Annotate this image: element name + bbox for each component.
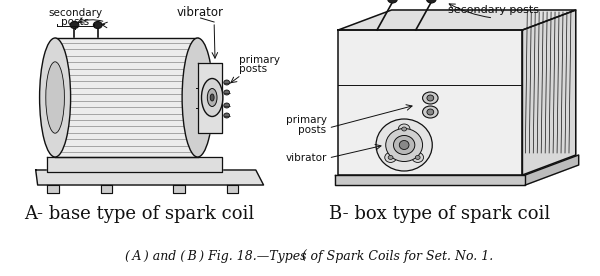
Polygon shape	[338, 30, 523, 175]
Text: vibrator: vibrator	[177, 6, 224, 19]
Ellipse shape	[40, 38, 71, 157]
Text: A- base type of spark coil: A- base type of spark coil	[25, 205, 254, 223]
Ellipse shape	[427, 109, 434, 115]
Polygon shape	[173, 185, 185, 193]
Ellipse shape	[412, 152, 424, 163]
Polygon shape	[338, 10, 576, 30]
Ellipse shape	[427, 95, 434, 101]
Ellipse shape	[224, 80, 230, 85]
Ellipse shape	[394, 136, 415, 155]
Ellipse shape	[399, 140, 409, 150]
Text: B- box type of spark coil: B- box type of spark coil	[329, 205, 551, 223]
Polygon shape	[55, 38, 197, 157]
Polygon shape	[227, 185, 238, 193]
Polygon shape	[197, 62, 222, 132]
Ellipse shape	[94, 22, 102, 28]
Ellipse shape	[388, 0, 397, 3]
Ellipse shape	[224, 103, 230, 108]
Polygon shape	[526, 155, 578, 185]
Ellipse shape	[224, 113, 230, 118]
Ellipse shape	[422, 106, 438, 118]
Ellipse shape	[182, 38, 213, 157]
Text: posts: posts	[239, 64, 268, 74]
Ellipse shape	[202, 78, 223, 116]
Ellipse shape	[224, 90, 230, 95]
Text: posts: posts	[61, 17, 89, 27]
Text: (: (	[302, 250, 309, 263]
Ellipse shape	[388, 155, 393, 160]
Ellipse shape	[422, 92, 438, 104]
Ellipse shape	[386, 129, 422, 161]
Ellipse shape	[398, 124, 410, 134]
Polygon shape	[36, 170, 263, 185]
Ellipse shape	[208, 89, 217, 107]
Ellipse shape	[385, 152, 397, 163]
Text: primary: primary	[286, 115, 326, 125]
Text: posts: posts	[298, 125, 326, 135]
Ellipse shape	[415, 155, 420, 160]
Polygon shape	[47, 185, 59, 193]
Polygon shape	[101, 185, 112, 193]
Ellipse shape	[70, 22, 79, 28]
Text: secondary posts: secondary posts	[448, 5, 539, 15]
Text: ( A ) and ( B ) Fig. 18.—Types of Spark Coils for Set. No. 1.: ( A ) and ( B ) Fig. 18.—Types of Spark …	[125, 250, 493, 263]
Ellipse shape	[46, 62, 64, 133]
Ellipse shape	[427, 0, 436, 3]
Ellipse shape	[210, 94, 214, 101]
Ellipse shape	[402, 127, 407, 131]
Polygon shape	[523, 10, 576, 175]
Text: secondary: secondary	[49, 8, 103, 18]
Polygon shape	[335, 175, 526, 185]
Ellipse shape	[376, 119, 432, 171]
Polygon shape	[47, 157, 222, 172]
Text: primary: primary	[239, 55, 280, 65]
Text: vibrator: vibrator	[285, 153, 326, 163]
